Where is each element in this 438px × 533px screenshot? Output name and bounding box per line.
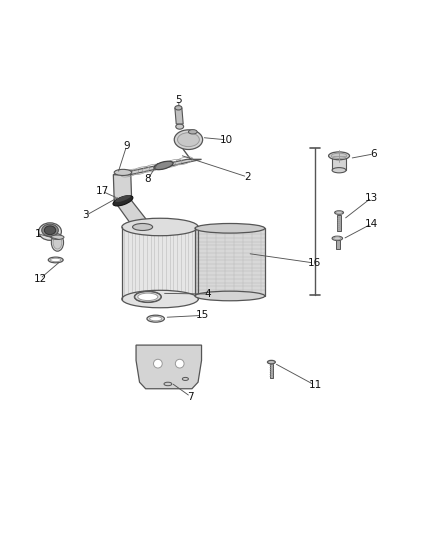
Ellipse shape	[335, 211, 343, 214]
Text: 1: 1	[35, 229, 41, 239]
Ellipse shape	[147, 315, 164, 322]
Ellipse shape	[334, 237, 341, 240]
Ellipse shape	[175, 106, 182, 110]
Ellipse shape	[332, 236, 343, 240]
Ellipse shape	[138, 293, 158, 301]
Text: 5: 5	[176, 95, 182, 104]
Ellipse shape	[122, 290, 198, 308]
Ellipse shape	[113, 196, 133, 206]
Text: 15: 15	[196, 310, 209, 320]
Text: 17: 17	[96, 187, 109, 196]
Polygon shape	[175, 108, 183, 124]
Polygon shape	[113, 159, 201, 175]
Text: 11: 11	[308, 380, 321, 390]
Bar	[122, 227, 198, 299]
Text: 13: 13	[365, 192, 378, 203]
Ellipse shape	[188, 130, 197, 134]
Ellipse shape	[114, 169, 132, 175]
Ellipse shape	[42, 224, 58, 236]
Ellipse shape	[331, 153, 347, 158]
Bar	[195, 228, 265, 296]
Polygon shape	[136, 345, 201, 389]
Ellipse shape	[336, 211, 342, 214]
Polygon shape	[337, 215, 341, 231]
Ellipse shape	[176, 124, 184, 129]
Polygon shape	[270, 364, 273, 378]
Text: 2: 2	[244, 172, 251, 182]
Polygon shape	[113, 175, 152, 227]
Text: 7: 7	[187, 392, 194, 401]
Ellipse shape	[44, 226, 56, 235]
Ellipse shape	[39, 223, 61, 240]
Ellipse shape	[48, 257, 63, 263]
Ellipse shape	[53, 236, 62, 249]
Text: 10: 10	[220, 135, 233, 145]
Polygon shape	[336, 240, 340, 249]
Text: 9: 9	[123, 141, 130, 151]
Ellipse shape	[177, 133, 199, 147]
Ellipse shape	[150, 317, 162, 321]
Ellipse shape	[51, 235, 64, 239]
Ellipse shape	[182, 377, 188, 381]
Ellipse shape	[134, 291, 161, 303]
Text: 3: 3	[82, 211, 89, 221]
Ellipse shape	[174, 130, 203, 149]
Ellipse shape	[195, 223, 265, 233]
Ellipse shape	[115, 195, 131, 202]
Text: 14: 14	[365, 219, 378, 229]
Ellipse shape	[51, 234, 64, 251]
Ellipse shape	[154, 161, 173, 169]
Ellipse shape	[268, 360, 276, 364]
Ellipse shape	[133, 223, 152, 230]
Text: 16: 16	[307, 258, 321, 268]
Text: 8: 8	[145, 174, 151, 184]
Ellipse shape	[122, 218, 198, 236]
Ellipse shape	[50, 258, 61, 262]
Ellipse shape	[138, 293, 158, 301]
Bar	[332, 156, 346, 170]
Circle shape	[153, 359, 162, 368]
Ellipse shape	[332, 167, 346, 173]
Text: 12: 12	[33, 274, 46, 284]
Ellipse shape	[195, 291, 265, 301]
Text: 6: 6	[371, 149, 377, 159]
Ellipse shape	[135, 292, 161, 302]
Text: 4: 4	[205, 289, 212, 299]
Ellipse shape	[328, 152, 350, 160]
Circle shape	[175, 359, 184, 368]
Ellipse shape	[164, 382, 172, 386]
